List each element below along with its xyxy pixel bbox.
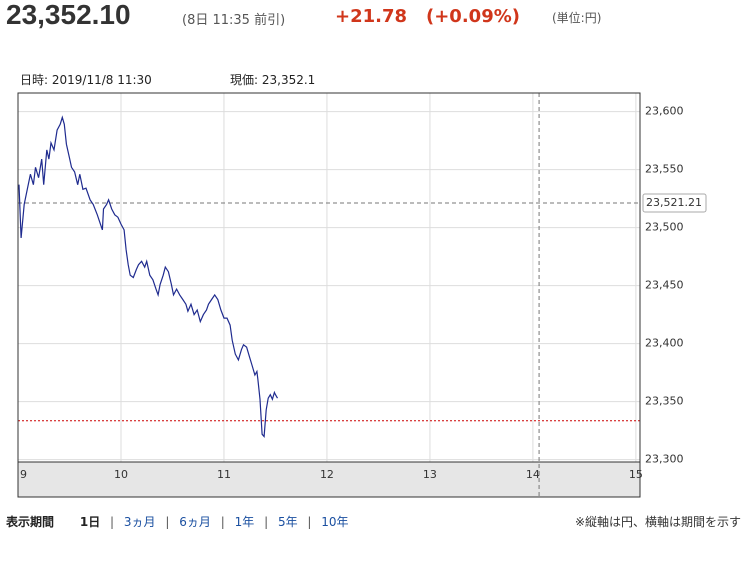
x-tick-label: 9 xyxy=(20,468,27,481)
separator: | xyxy=(165,515,170,529)
price-change-pct: (+0.09%) xyxy=(426,6,520,27)
separator: | xyxy=(110,515,115,529)
period-nav: 表示期間 1日 | 3ヵ月 | 6ヵ月 | 1年 | 5年 | 10年 xyxy=(6,513,355,530)
period-link[interactable]: 5年 xyxy=(277,515,298,529)
period-link[interactable]: 10年 xyxy=(321,515,349,529)
price: 23,352.10 xyxy=(6,0,131,30)
x-tick-label: 14 xyxy=(526,468,540,481)
x-tick-label: 10 xyxy=(114,468,128,481)
separator: | xyxy=(264,515,269,529)
y-tick-label: 23,600 xyxy=(645,105,684,118)
x-tick-label: 13 xyxy=(423,468,437,481)
previous-close-label: 23,521.21 xyxy=(646,196,702,209)
y-tick-label: 23,550 xyxy=(645,163,684,176)
axis-note: ※縦軸は円、横軸は期間を示す xyxy=(574,515,741,529)
y-tick-label: 23,500 xyxy=(645,221,684,234)
period-label: 表示期間 xyxy=(6,515,55,529)
separator: | xyxy=(307,515,312,529)
period-link[interactable]: 3ヵ月 xyxy=(123,515,156,529)
period-link[interactable]: 1年 xyxy=(234,515,255,529)
info-date: 日時: 2019/11/8 11:30 xyxy=(20,73,152,87)
period-link[interactable]: 1日 xyxy=(79,515,101,529)
y-tick-label: 23,350 xyxy=(645,395,684,408)
separator: | xyxy=(220,515,225,529)
y-tick-label: 23,300 xyxy=(645,453,684,466)
x-axis-band xyxy=(18,462,640,497)
price-time: (8日 11:35 前引) xyxy=(182,13,286,28)
price-line xyxy=(17,115,279,438)
x-tick-label: 15 xyxy=(629,468,643,481)
x-tick-label: 12 xyxy=(320,468,334,481)
previous-close-box xyxy=(642,193,707,213)
period-link[interactable]: 6ヵ月 xyxy=(179,515,211,529)
frame xyxy=(17,92,641,498)
y-tick-label: 23,450 xyxy=(645,279,684,292)
unit: (単位:円) xyxy=(552,11,602,25)
info-current: 現価: 23,352.1 xyxy=(230,73,316,87)
price-change: +21.78 xyxy=(335,6,408,27)
x-tick-label: 11 xyxy=(217,468,231,481)
y-tick-label: 23,400 xyxy=(645,337,684,350)
